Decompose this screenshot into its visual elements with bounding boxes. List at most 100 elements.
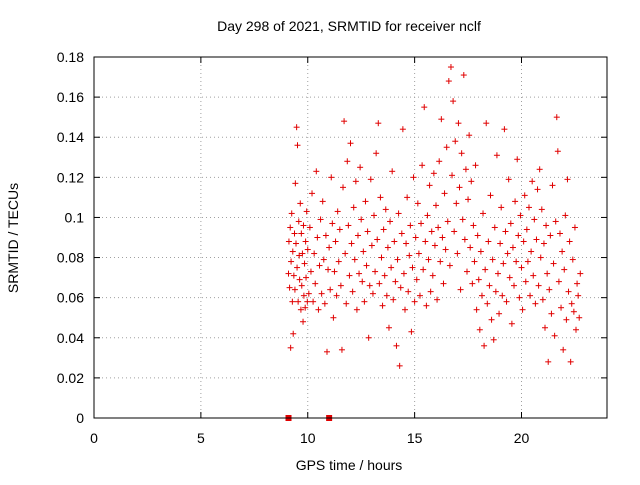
data-point [473,306,480,313]
data-point [489,256,496,263]
data-point [328,174,335,181]
x-tick-label: 10 [300,430,316,446]
data-point [395,210,402,217]
data-point [314,234,321,241]
data-point [394,256,401,263]
data-point [507,220,514,227]
points-layer [285,64,584,421]
data-point [530,272,537,279]
data-point [563,316,570,323]
data-point [299,250,306,257]
data-point [382,206,389,213]
tick-layer: 0 0.02 0.04 0.06 0.08 0.1 0.12 0.14 0.16 0.18 0 5 10… [57,49,607,446]
data-point [295,298,302,305]
data-point [318,290,325,297]
data-point [303,208,310,215]
data-point [568,300,575,307]
data-point [456,184,463,191]
data-point [321,300,328,307]
data-point [488,316,495,323]
data-point [565,288,572,295]
data-point [463,268,470,275]
data-point [446,262,453,269]
data-point [293,124,300,131]
data-point [509,244,516,251]
data-point [357,164,364,171]
data-point [570,308,577,315]
data-point [337,282,344,289]
data-point [392,278,399,285]
data-point [452,138,459,145]
data-point [444,218,451,225]
x-tick-label: 15 [407,430,423,446]
data-point [567,358,574,365]
data-point [494,270,501,277]
data-point [471,258,478,265]
data-point [342,250,349,257]
data-point [428,228,435,235]
data-point [422,238,429,245]
data-point [408,328,415,335]
data-point [297,306,304,313]
data-point [326,244,333,251]
data-point [302,238,309,245]
data-point [436,158,443,165]
data-point [540,240,547,247]
data-point [403,240,410,247]
data-point [458,150,465,157]
data-point [292,240,299,247]
data-point [543,222,550,229]
data-point [332,238,339,245]
data-point [407,222,414,229]
data-point [498,204,505,211]
data-point [461,236,468,243]
data-point [513,258,520,265]
data-point [415,250,422,257]
data-point [420,266,427,273]
data-point [490,336,497,343]
data-point [555,278,562,285]
data-point [491,224,498,231]
grid-layer [94,57,607,418]
data-point [564,176,571,183]
data-point [435,224,442,231]
data-point [291,230,298,237]
data-point [550,260,557,267]
data-point [298,282,305,289]
data-point [459,216,466,223]
x-tick-label: 5 [197,430,205,446]
data-point [380,226,387,233]
data-point [327,286,334,293]
data-point [334,208,341,215]
plot-frame [93,56,608,419]
y-tick-label: 0.18 [57,49,84,65]
data-point [404,194,411,201]
data-point [496,310,503,317]
data-point [486,282,493,289]
data-point [305,290,312,297]
data-point [518,264,525,271]
data-point [467,244,474,251]
data-point [556,230,563,237]
data-point [532,300,539,307]
data-point [377,194,384,201]
data-point [315,306,322,313]
data-point [340,184,347,191]
data-point [434,296,441,303]
data-point [335,258,342,265]
data-point [398,230,405,237]
data-point [500,260,507,267]
data-point [429,272,436,279]
data-point [367,176,374,183]
data-point [552,218,559,225]
data-point [330,314,337,321]
data-point [310,298,317,305]
data-point [576,314,583,321]
data-point [384,244,391,251]
data-point [400,270,407,277]
data-point [477,248,484,255]
data-point [354,232,361,239]
data-point [396,362,403,369]
